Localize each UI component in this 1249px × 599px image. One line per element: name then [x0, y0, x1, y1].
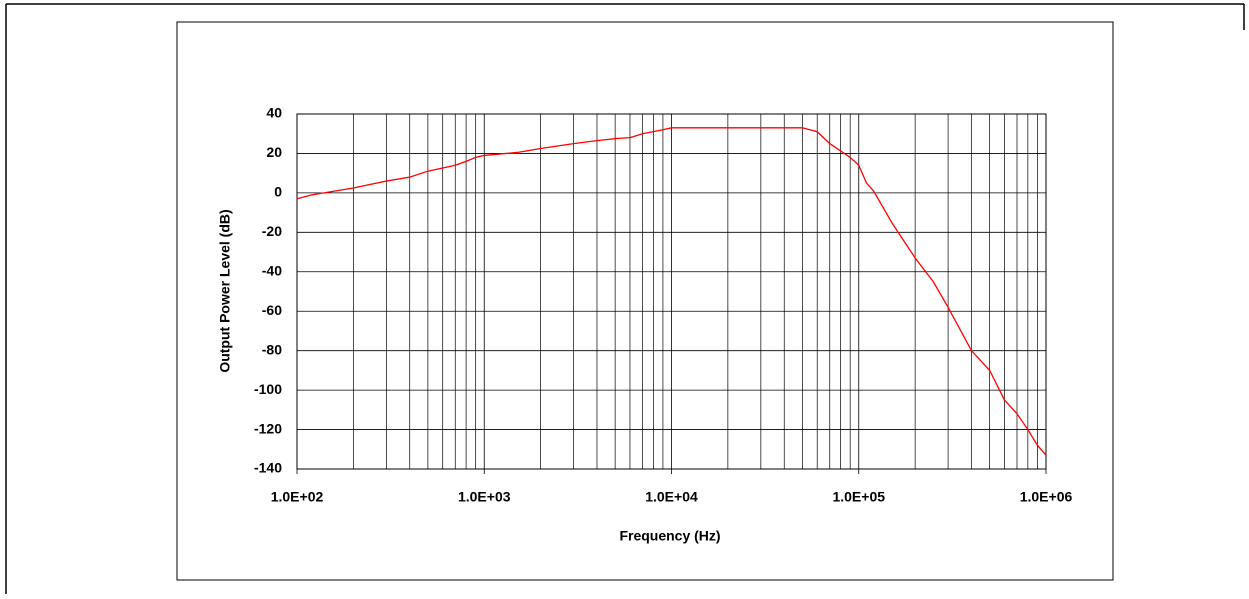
x-tick-label: 1.0E+03: [458, 489, 511, 505]
x-tick-label: 1.0E+02: [271, 489, 324, 505]
y-axis-title: Output Power Level (dB): [217, 209, 233, 372]
x-tick-label: 1.0E+05: [832, 489, 885, 505]
y-tick-label: -140: [254, 460, 282, 476]
y-tick-label: -60: [262, 302, 282, 318]
x-tick-label: 1.0E+06: [1020, 489, 1073, 505]
x-tick-label: 1.0E+04: [645, 489, 698, 505]
y-tick-label: -40: [262, 262, 282, 278]
y-tick-label: -20: [262, 223, 282, 239]
data-line: [296, 127, 1047, 456]
y-tick-label: -80: [262, 341, 282, 357]
chart-box: [176, 21, 1114, 581]
y-tick-label: -100: [254, 381, 282, 397]
plot-area: [296, 113, 1047, 470]
y-tick-label: 40: [266, 105, 282, 121]
x-axis-title: Frequency (Hz): [619, 528, 720, 544]
y-tick-label: -120: [254, 420, 282, 436]
y-tick-label: 20: [266, 144, 282, 160]
y-tick-label: 0: [274, 184, 282, 200]
